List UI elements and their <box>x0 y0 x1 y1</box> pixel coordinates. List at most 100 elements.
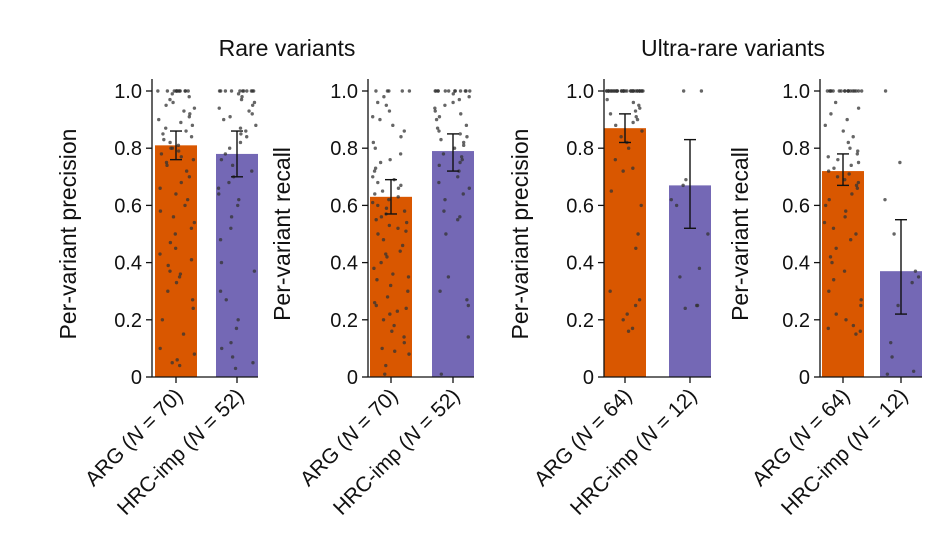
data-point <box>237 197 241 202</box>
data-point <box>384 206 389 210</box>
data-point <box>157 117 161 122</box>
data-point <box>446 275 451 279</box>
y-tick-label: 1.0 <box>114 81 142 103</box>
data-point <box>398 152 403 156</box>
panels: 0 0.2 0.4 0.6 0.8 1.0 Per-variant precision ARG… <box>55 79 922 520</box>
data-point <box>634 246 638 250</box>
data-point <box>168 240 173 245</box>
data-point <box>833 100 838 105</box>
y-tick-label: 0.8 <box>566 138 594 160</box>
data-point <box>916 275 921 279</box>
data-point <box>433 109 437 113</box>
data-point <box>376 203 380 208</box>
data-point <box>681 183 685 188</box>
data-point <box>633 109 638 113</box>
data-point <box>373 146 377 150</box>
data-point <box>438 289 442 293</box>
data-point <box>178 272 183 276</box>
data-point <box>626 146 631 150</box>
data-point <box>836 157 840 162</box>
data-point <box>238 140 243 145</box>
data-point <box>158 186 162 190</box>
data-point <box>158 209 163 213</box>
data-point <box>441 152 446 156</box>
category-label-part: = 64) <box>800 384 855 439</box>
data-point <box>697 266 702 271</box>
data-point <box>164 126 168 130</box>
data-point <box>844 318 848 322</box>
data-point <box>176 149 181 153</box>
data-point <box>898 160 902 165</box>
category-label-part: = 12) <box>647 384 702 439</box>
data-point <box>247 109 251 113</box>
data-point <box>437 163 441 168</box>
data-point <box>233 366 238 371</box>
data-point <box>166 263 170 268</box>
data-point <box>608 289 612 293</box>
data-point <box>851 89 855 93</box>
category-label-hrc-imp: HRC-imp (N = 12) <box>566 384 701 519</box>
data-point <box>373 166 378 170</box>
data-point <box>158 252 162 256</box>
data-point <box>631 166 635 170</box>
data-point <box>161 132 165 136</box>
y-tick-label: 0.2 <box>566 310 594 332</box>
data-point <box>638 106 642 110</box>
y-axis-label: Per-variant precision <box>507 129 533 340</box>
data-point <box>631 100 636 105</box>
data-point <box>831 226 836 230</box>
data-point <box>640 129 644 133</box>
data-point <box>625 312 629 316</box>
y-tick-label: 0.8 <box>330 138 358 160</box>
data-point <box>402 129 406 133</box>
data-point <box>911 369 916 373</box>
data-point <box>823 203 828 208</box>
data-point <box>847 172 851 176</box>
data-point <box>458 160 462 165</box>
data-point <box>402 209 407 213</box>
data-point <box>240 95 244 99</box>
y-tick-label: 0.4 <box>114 253 142 275</box>
data-point <box>219 260 224 265</box>
data-point <box>439 372 444 376</box>
data-point <box>678 275 682 279</box>
data-point <box>437 129 441 133</box>
data-point <box>173 232 178 236</box>
data-point <box>461 140 466 145</box>
data-point <box>435 126 440 130</box>
data-point <box>374 89 378 93</box>
data-point <box>892 232 896 236</box>
data-point <box>382 95 386 99</box>
group-title-rare: Rare variants <box>219 35 356 61</box>
data-point <box>608 112 613 116</box>
data-point <box>437 180 441 185</box>
data-point <box>375 278 379 282</box>
data-point <box>641 89 645 93</box>
data-point <box>175 89 179 93</box>
data-point <box>402 335 406 339</box>
data-point <box>162 137 166 142</box>
data-point <box>159 152 164 156</box>
data-point <box>191 306 195 311</box>
data-point <box>442 209 446 213</box>
data-point <box>250 103 255 108</box>
data-point <box>192 106 197 110</box>
data-point <box>630 326 635 331</box>
data-point <box>228 115 232 119</box>
data-point <box>217 106 221 110</box>
data-point <box>433 89 437 93</box>
data-point <box>189 226 194 230</box>
bar-arg <box>155 145 197 377</box>
data-point <box>706 232 710 236</box>
data-point <box>856 149 860 153</box>
data-point <box>376 180 380 185</box>
data-point <box>459 155 464 159</box>
data-point <box>883 197 887 202</box>
data-point <box>192 352 197 356</box>
data-point <box>849 238 853 242</box>
data-point <box>444 232 448 236</box>
data-point <box>229 340 233 345</box>
data-point <box>374 218 378 222</box>
data-point <box>187 95 191 99</box>
